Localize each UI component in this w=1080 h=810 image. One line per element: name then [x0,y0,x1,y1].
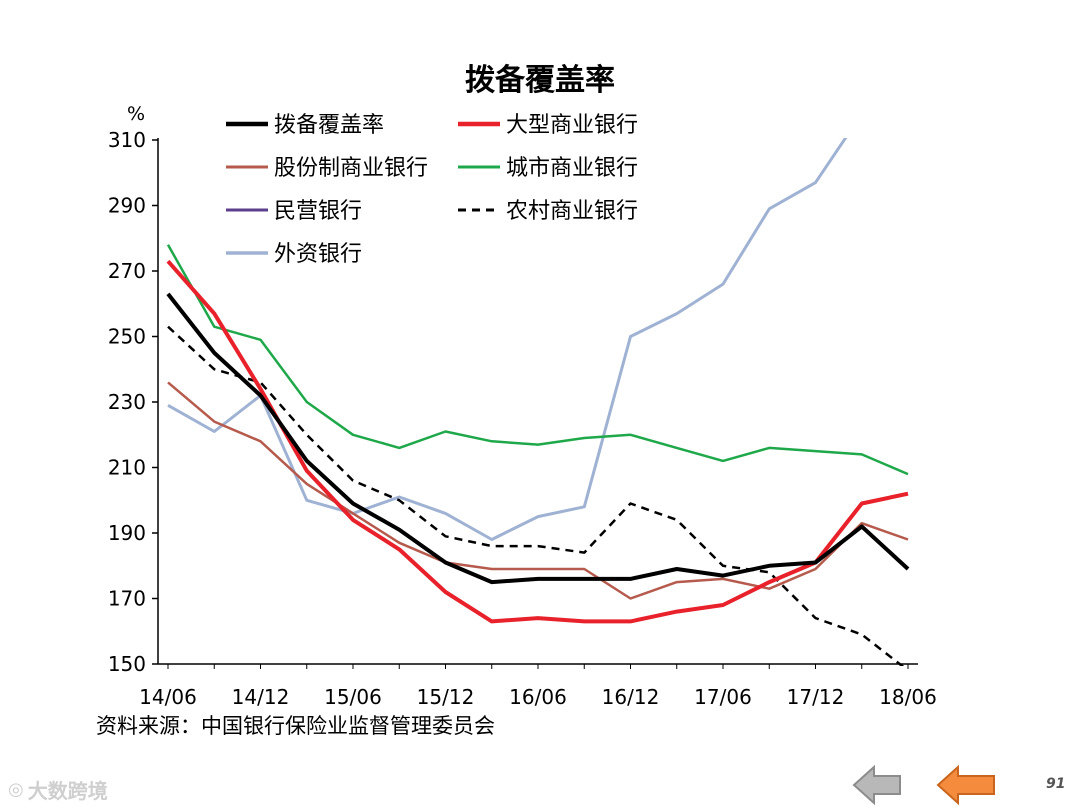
left-arrow-icon [852,764,901,806]
x-tick-label: 17/12 [787,685,845,709]
legend-label-1: 大型商业银行 [506,113,638,138]
y-axis-ticks: 150 170 190 210 230 250 270 290 310 [108,128,158,676]
legend-label-2: 股份制商业银行 [274,156,428,181]
x-tick-label: 14/06 [139,685,197,709]
y-tick-label: 190 [108,521,146,545]
series-line-5 [167,325,905,666]
watermark-logo-icon: ◎ [8,779,24,800]
y-tick-label: 250 [108,325,146,349]
y-tick-label: 210 [108,456,146,480]
left-arrow-orange-icon [936,764,995,806]
series-lines [166,138,910,666]
source-note: 资料来源：中国银行保险业监督管理委员会 [96,714,495,738]
page-number: 91 [1046,776,1066,792]
previous-slide-button[interactable] [852,764,904,806]
x-tick-label: 18/06 [879,685,937,709]
series-line-1 [166,259,909,624]
y-tick-label: 170 [108,587,146,611]
watermark: ◎ 大数跨境 [8,775,108,804]
watermark-text: 大数跨境 [27,779,108,803]
y-tick-label: 290 [108,194,146,218]
y-tick-label: 310 [108,128,146,152]
y-tick-label: 230 [108,390,146,414]
y-axis-unit: % [127,103,145,125]
x-tick-label: 14/12 [232,685,290,709]
y-tick-label: 150 [108,652,146,676]
series-line-3 [166,244,909,476]
series-line-0 [166,292,910,585]
x-tick-label: 15/06 [324,685,382,709]
legend-label-3: 城市商业银行 [506,156,638,181]
x-tick-label: 15/12 [417,685,475,709]
legend-label-0: 拨备覆盖率 [274,113,384,138]
y-tick-label: 270 [108,259,146,283]
series-line-2 [167,381,909,600]
x-tick-label: 17/06 [694,685,752,709]
x-axis-ticks: 14/06 14/12 15/06 15/12 16/06 16/12 17/06 17/12… [139,664,937,709]
x-tick-label: 16/12 [602,685,660,709]
x-tick-label: 16/06 [509,685,567,709]
next-slide-button[interactable] [936,764,998,806]
legend-label-6: 外资银行 [274,242,362,267]
series-line-6 [167,138,848,541]
legend-label-4: 民营银行 [274,199,362,224]
legend-label-5: 农村商业银行 [506,199,638,224]
chart-title: 拨备覆盖率 [465,63,615,98]
